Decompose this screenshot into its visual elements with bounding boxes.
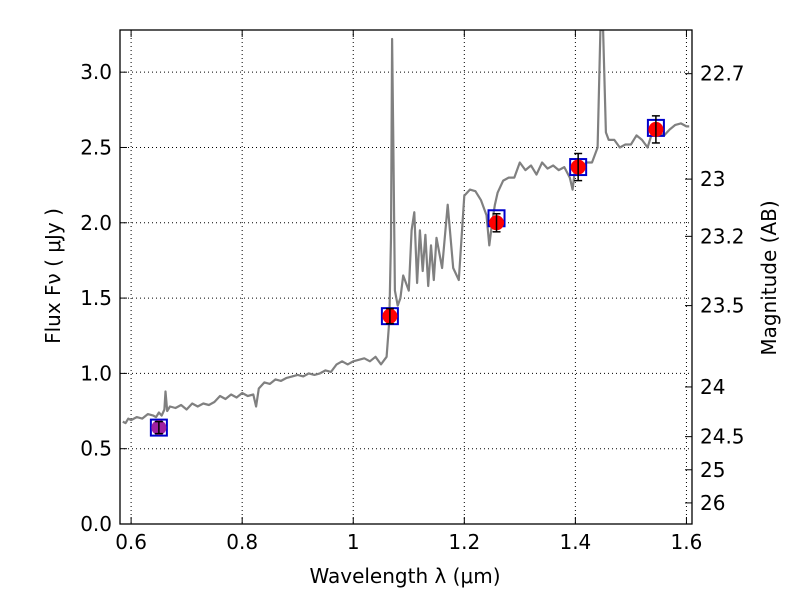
magnitude-tick-label: 23 [700, 167, 725, 191]
y-axis-label: Flux Fν ( μJy ) [41, 208, 65, 344]
y-tick-labels: 0.0 0.5 1.0 1.5 2.0 2.5 3.0 [80, 60, 112, 536]
y-tick-label: 1.0 [80, 361, 112, 385]
sed-curve [122, 30, 690, 425]
x-tick-labels: 0.6 0.8 1 1.2 1.4 1.6 [115, 530, 702, 554]
y-tick-label: 1.5 [80, 286, 112, 310]
x-tick-label: 1.4 [559, 530, 591, 554]
y-tick-label: 2.5 [80, 135, 112, 159]
x-tick-label: 1 [347, 530, 360, 554]
y-tick-label: 3.0 [80, 60, 112, 84]
magnitude-tick-label: 22.7 [700, 62, 745, 86]
tick-marks [120, 30, 692, 525]
y-tick-label: 0.0 [80, 512, 112, 536]
observed-points-layer [151, 115, 664, 436]
model-point-box [149, 418, 168, 437]
y-tick-label: 0.5 [80, 437, 112, 461]
magnitude-tick-label: 23.5 [700, 294, 745, 318]
plot-frame [119, 29, 693, 525]
magnitude-tick-label: 23.2 [700, 224, 745, 248]
sed-curve-layer [122, 30, 690, 425]
magnitude-tick-label: 24.5 [700, 425, 745, 449]
y2-axis-label: Magnitude (AB) [757, 200, 781, 355]
magnitude-tick-label: 26 [700, 491, 725, 515]
magnitude-tick-label: 25 [700, 458, 725, 482]
magnitude-tick-labels: 22.7 23 23.2 23.5 24 24.5 25 26 [700, 62, 745, 515]
x-tick-label: 0.8 [226, 530, 258, 554]
x-axis-label: Wavelength λ (μm) [309, 564, 500, 588]
magnitude-tick-label: 24 [700, 375, 725, 399]
x-tick-label: 0.6 [115, 530, 147, 554]
x-tick-label: 1.2 [448, 530, 480, 554]
x-tick-label: 1.6 [671, 530, 703, 554]
model-points-layer [149, 118, 665, 437]
y-tick-label: 2.0 [80, 211, 112, 235]
